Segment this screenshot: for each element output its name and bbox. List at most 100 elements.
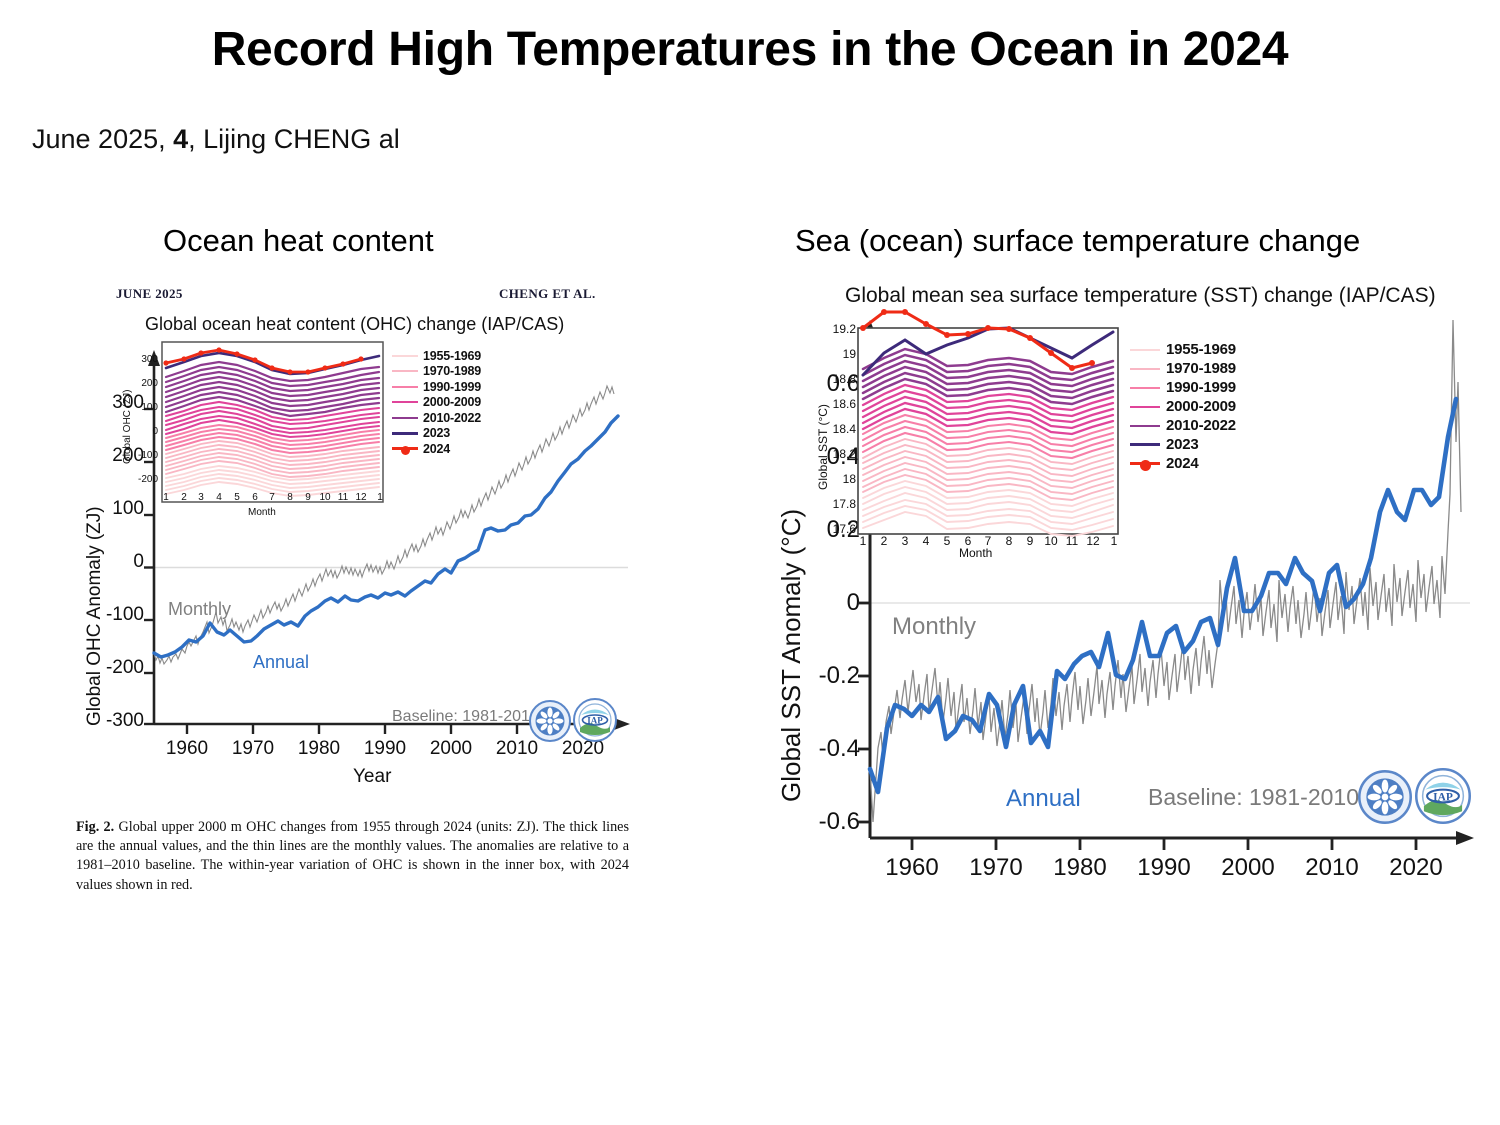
- sst-inset-y-tick: 18: [842, 472, 856, 486]
- legend-line-swatch: [1130, 367, 1160, 370]
- legend-item: 2010-2022: [392, 410, 481, 426]
- legend-item-label: 2010-2022: [423, 410, 481, 425]
- legend-item: 1990-1999: [392, 379, 481, 395]
- sst-y-tick: 0.2: [826, 516, 860, 543]
- sst-x-tick: 1960: [885, 854, 939, 881]
- ohc-y-axis-arrow: [148, 350, 160, 366]
- sst-inset-x-tick: 11: [1065, 534, 1079, 548]
- iap-logo-icon: IAP: [1415, 768, 1471, 824]
- ohc-x-tick: 1960: [165, 738, 209, 759]
- sst-x-tick: 2010: [1305, 854, 1359, 881]
- svg-text:IAP: IAP: [1433, 791, 1453, 803]
- sst-inset-x-tick: 5: [943, 534, 951, 548]
- sst-inset-y-tick: 17.6: [832, 522, 856, 536]
- ohc-inset-x-tick: 6: [252, 492, 258, 503]
- cas-logo-icon: [529, 700, 571, 742]
- sst-y-tick: 0.6: [826, 370, 860, 397]
- ohc-inset-y-tick: -200: [137, 474, 158, 485]
- slide-subtitle: June 2025, 4, Lijing CHENG al: [32, 124, 400, 155]
- sst-x-tick: 1980: [1053, 854, 1107, 881]
- sst-x-tick: 1970: [969, 854, 1023, 881]
- sst-inset-2024-markers: [860, 309, 1095, 371]
- ohc-inset-2024-markers: [163, 347, 364, 375]
- ohc-x-axis-arrow: [614, 718, 630, 730]
- sst-annotation-baseline: Baseline: 1981-2010: [1148, 784, 1359, 810]
- ohc-x-tick: 1990: [363, 738, 407, 759]
- ohc-inset-x-tick: 11: [337, 492, 349, 503]
- legend-item: 1955-1969: [392, 348, 481, 364]
- legend-line-swatch: [1130, 424, 1160, 427]
- legend-item: 1970-1989: [1130, 359, 1236, 378]
- legend-marker-dot: [1140, 459, 1151, 471]
- legend-item-label: 1970-1989: [1166, 360, 1236, 377]
- ohc-annual-series: [152, 414, 620, 659]
- legend-item-label: 1970-1989: [423, 364, 481, 379]
- sst-inset-x-tick: 3: [901, 534, 909, 548]
- legend-item: 2010-2022: [1130, 416, 1236, 435]
- legend-line-swatch: [392, 354, 418, 357]
- legend-item-label: 2023: [423, 426, 451, 441]
- sst-y-tick: -0.4: [818, 735, 860, 762]
- legend-item: 2000-2009: [1130, 397, 1236, 416]
- ohc-inset-x-tick: 7: [269, 492, 275, 503]
- sst-y-tick: 0.4: [826, 443, 860, 470]
- legend-item-label: 2024: [1166, 455, 1199, 472]
- ohc-y-tick: 300: [112, 392, 144, 413]
- panel-heading-sea-surface-temperature: Sea (ocean) surface temperature change: [795, 223, 1361, 258]
- ohc-inset-y-tick: -100: [137, 450, 158, 461]
- ohc-annotation-baseline: Baseline: 1981-2010: [392, 708, 539, 725]
- sst-inset-curves: [861, 310, 1115, 537]
- sst-figure: Global mean sea surface temperature (SST…: [770, 282, 1490, 881]
- legend-item: 1970-1989: [392, 364, 481, 380]
- sst-x-tickmarks: [910, 838, 1418, 850]
- sst-x-tick: 1990: [1137, 854, 1191, 881]
- ohc-inset-y-tick: 200: [141, 378, 158, 389]
- sst-inset-x-tick: 6: [964, 534, 972, 548]
- panel-heading-ocean-heat-content: Ocean heat content: [163, 223, 434, 258]
- legend-item: 2024: [392, 441, 481, 457]
- legend-item-label: 1955-1969: [1166, 341, 1236, 358]
- ohc-y-tickmarks: [144, 407, 154, 726]
- ohc-inset-x-tick: 4: [216, 492, 222, 503]
- sst-y-tick: -0.6: [818, 808, 860, 835]
- legend-line-swatch: [392, 385, 418, 388]
- sst-legend: 1955-1969 1970-1989 1990-1999 2000-2009 …: [1130, 340, 1236, 473]
- sst-inset-x-tick: 2: [880, 534, 888, 548]
- legend-item: 1990-1999: [1130, 378, 1236, 397]
- ohc-y-tick: -300: [105, 710, 144, 731]
- sst-annotation-annual: Annual: [1006, 785, 1081, 812]
- legend-item-label: 2000-2009: [1166, 398, 1236, 415]
- legend-line-swatch: [1130, 459, 1160, 471]
- sst-inset-x-tick: 1: [859, 534, 867, 548]
- subtitle-date: June 2025,: [32, 124, 174, 154]
- legend-marker-dot: [401, 445, 410, 455]
- ohc-y-tick: -100: [105, 604, 144, 625]
- ohc-inset-x-tick: 2: [181, 492, 187, 503]
- legend-line-swatch: [392, 370, 418, 373]
- sst-x-tick: 2020: [1389, 854, 1443, 881]
- legend-item: 2023: [392, 426, 481, 442]
- page-title: Record High Temperatures in the Ocean in…: [211, 23, 1289, 76]
- ohc-annotation-annual: Annual: [253, 652, 310, 672]
- ohc-x-tick: 2000: [429, 738, 473, 759]
- ohc-inset-x-tick: 1: [163, 492, 169, 503]
- sst-inset-y-tick: 18.8: [832, 372, 856, 386]
- caption-figure-number: Fig. 2.: [76, 819, 115, 835]
- ohc-x-tick: 1970: [231, 738, 275, 759]
- sst-annotation-monthly: Monthly: [892, 613, 977, 640]
- ohc-inset-x-tick: 5: [234, 492, 240, 503]
- legend-item: 2000-2009: [392, 395, 481, 411]
- sst-inset-x-tick: 1: [1110, 534, 1118, 548]
- ohc-inset-x-tick: 12: [355, 492, 367, 503]
- ohc-inset-x-tick: 1: [377, 492, 383, 503]
- legend-item: 1955-1969: [1130, 340, 1236, 359]
- ohc-y-tick: 0: [133, 551, 144, 572]
- legend-item-label: 2023: [1166, 436, 1199, 453]
- sst-annual-series: [867, 396, 1459, 795]
- legend-item-label: 2024: [423, 441, 451, 456]
- legend-line-swatch: [392, 416, 418, 419]
- sst-chart-title: Global mean sea surface temperature (SST…: [845, 284, 1436, 307]
- legend-line-swatch: [1130, 386, 1160, 389]
- sst-inset-y-tick: 19: [842, 347, 856, 361]
- ohc-legend: 1955-1969 1970-1989 1990-1999 2000-2009 …: [392, 348, 481, 457]
